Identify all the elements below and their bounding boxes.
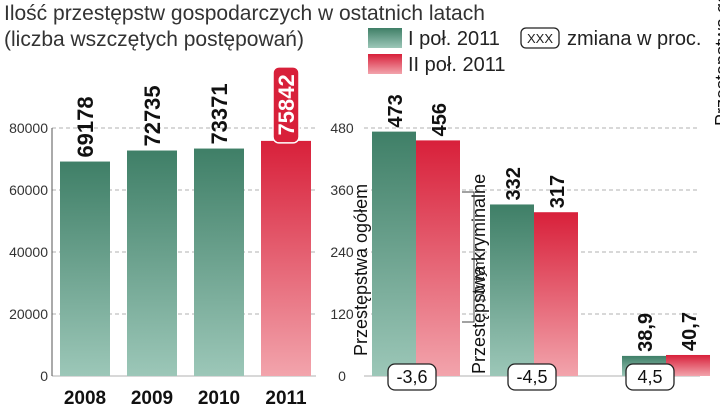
bar-2008	[60, 161, 110, 376]
data-label-group3-series1: 38,9	[635, 313, 657, 352]
legend-change-box	[520, 27, 560, 49]
change-badge-text: -4,5	[516, 367, 547, 387]
data-label-group2-series2: 317	[547, 175, 569, 208]
bar-group3-series2	[666, 354, 710, 376]
data-label-text: 75842	[274, 74, 299, 135]
half-year-bar-chart: 0 120 240 360 480 473 456 Przestępstwa ogółem -3…	[330, 0, 720, 391]
y-tick-label-left: 20000	[9, 306, 48, 322]
y-tick-label-left: 80000	[9, 120, 48, 136]
legend-label-series1: I poł. 2011	[408, 28, 500, 50]
change-badge-text: -3,6	[396, 367, 427, 387]
data-label-2009: 72735	[140, 85, 165, 146]
data-label-2010: 73371	[207, 83, 232, 144]
y-tick-label-right: 120	[330, 306, 354, 322]
data-label-2008: 69178	[73, 96, 98, 157]
y-tick-label-left: 0	[40, 368, 48, 384]
legend-swatch-series2	[368, 54, 402, 74]
y-tick-label-right: 240	[330, 244, 354, 260]
chart-title: Ilość przestępstw gospodarczych w ostatn…	[4, 2, 485, 25]
change-badge-1: -3,6	[387, 363, 437, 391]
bar-2010	[194, 148, 244, 376]
bar-2011	[261, 140, 311, 376]
legend: I poł. 2011 XXX zmiana w proc. II poł. 2…	[368, 27, 702, 76]
legend-swatch-series1	[368, 28, 402, 48]
x-tick-label-2010: 2010	[198, 388, 240, 409]
y-tick-label-right: 0	[338, 368, 346, 384]
legend-label-series2: II poł. 2011	[408, 54, 505, 76]
x-tick-label-2008: 2008	[64, 388, 106, 409]
data-label-box	[272, 66, 300, 144]
chart-subtitle: (liczba wszczętych postępowań)	[4, 28, 304, 51]
data-label-group2-series1: 332	[503, 167, 525, 200]
data-label-group3-series2: 40,7	[679, 312, 701, 351]
x-tick-label-2009: 2009	[131, 388, 173, 409]
change-badge-text: 4,5	[637, 367, 662, 387]
bar-2009	[127, 150, 177, 376]
y-tick-label-left: 60000	[9, 182, 48, 198]
data-label-group1-series1: 473	[385, 94, 407, 127]
w-tym-label: w tym:	[471, 253, 488, 297]
data-label-2011: 75842	[272, 66, 300, 144]
y-tick-label-right: 480	[330, 120, 354, 136]
change-badge-3: 4,5	[625, 363, 675, 391]
yearly-bar-chart: 0 20000 40000 60000 80000 69178 2008 72735 2009 7…	[9, 66, 316, 409]
bar-group2-series1	[490, 204, 534, 376]
group-label-3: Przestępstwa gospodarcze	[712, 0, 720, 126]
w-tym-bracket: w tym:	[462, 191, 488, 323]
change-badge-box	[507, 363, 557, 391]
y-tick-label-right: 360	[330, 182, 354, 198]
change-badge-box	[387, 363, 437, 391]
data-label-group1-series2: 456	[429, 103, 451, 136]
bar-group2-series2	[534, 212, 578, 376]
change-badge-2: -4,5	[507, 363, 557, 391]
legend-change-box-label: XXX	[527, 31, 553, 46]
change-badge-box	[625, 363, 675, 391]
bar-group1-series2	[416, 140, 460, 376]
group-label-1: Przestępstwa ogółem	[351, 184, 371, 356]
bar-group1-series1	[372, 131, 416, 376]
legend-change-label: zmiana w proc.	[567, 28, 702, 50]
x-tick-label-2011: 2011	[265, 388, 307, 409]
y-tick-label-left: 40000	[9, 244, 48, 260]
